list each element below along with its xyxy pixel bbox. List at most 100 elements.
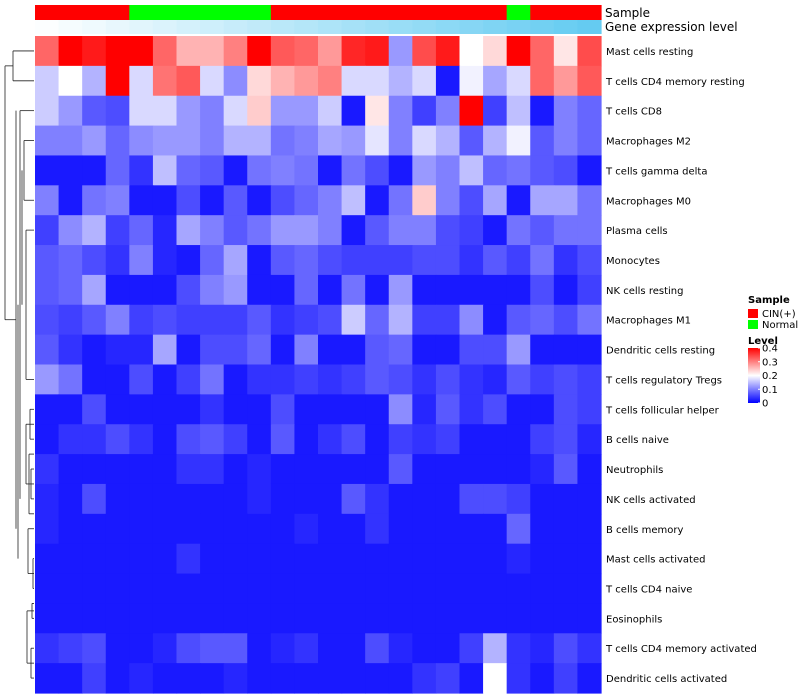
heatmap-cell xyxy=(82,573,107,605)
heatmap-cell xyxy=(483,155,508,186)
heatmap-cell xyxy=(341,543,366,575)
heatmap-cell xyxy=(530,633,555,664)
heatmap-cell xyxy=(318,633,343,664)
heatmap-cell xyxy=(270,573,296,605)
heatmap-cell xyxy=(129,364,154,395)
heatmap-cell xyxy=(318,454,343,485)
expression-annotation-cell xyxy=(459,20,484,34)
heatmap-cell xyxy=(223,245,248,276)
heatmap-cell xyxy=(82,155,107,186)
heatmap-cell xyxy=(152,513,178,545)
heatmap-cell xyxy=(577,65,602,97)
heatmap-cell xyxy=(530,543,555,575)
heatmap-cell xyxy=(483,125,508,157)
heatmap-cell xyxy=(506,185,531,216)
heatmap-cell xyxy=(318,95,343,127)
heatmap-cell xyxy=(270,65,296,97)
heatmap-cell xyxy=(435,65,461,97)
heatmap-cell xyxy=(105,65,130,97)
heatmap-cell xyxy=(129,65,154,97)
heatmap-cell xyxy=(270,483,296,515)
heatmap-cell xyxy=(129,334,154,366)
heatmap-cell xyxy=(58,483,83,515)
heatmap-cell xyxy=(35,663,60,694)
heatmap-cell xyxy=(506,454,531,485)
heatmap-cell xyxy=(459,36,484,67)
heatmap-cell xyxy=(388,364,413,395)
heatmap-cell xyxy=(318,155,343,186)
row-label: Plasma cells xyxy=(606,226,668,237)
heatmap-cell xyxy=(247,663,272,694)
heatmap-cell xyxy=(35,573,60,605)
row-label: T cells CD4 naive xyxy=(605,584,692,595)
heatmap-cell xyxy=(223,573,248,605)
heatmap-cell xyxy=(152,274,178,306)
heatmap-cell xyxy=(530,603,555,634)
heatmap-cell xyxy=(223,663,248,694)
heatmap-cell xyxy=(270,603,296,634)
heatmap-cell xyxy=(294,155,319,186)
heatmap-cell xyxy=(152,304,178,336)
heatmap-cell xyxy=(247,454,272,485)
heatmap-cell xyxy=(553,633,579,664)
row-dendrogram xyxy=(4,50,34,679)
heatmap-cell xyxy=(577,364,602,395)
heatmap-cell xyxy=(35,483,60,515)
heatmap-cell xyxy=(223,513,248,545)
sample-annotation-cell xyxy=(200,5,225,20)
heatmap-cell xyxy=(270,364,296,395)
heatmap-cell xyxy=(200,334,225,366)
heatmap-cell xyxy=(105,95,130,127)
sample-annotation-cell xyxy=(435,5,461,20)
heatmap-cell xyxy=(530,274,555,306)
heatmap-cell xyxy=(35,95,60,127)
heatmap-cell xyxy=(365,95,390,127)
heatmap-cell xyxy=(435,543,461,575)
heatmap-cell xyxy=(58,215,83,246)
heatmap-cell xyxy=(388,543,413,575)
heatmap-cell xyxy=(294,454,319,485)
legend-sample-title: Sample xyxy=(748,295,790,306)
heatmap-cell xyxy=(247,274,272,306)
heatmap-cell xyxy=(294,95,319,127)
heatmap-cell xyxy=(82,185,107,216)
heatmap-cell xyxy=(270,185,296,216)
heatmap-cell xyxy=(365,543,390,575)
heatmap-cell xyxy=(388,603,413,634)
heatmap-cell xyxy=(82,125,107,157)
heatmap-cell xyxy=(506,125,531,157)
heatmap-cell xyxy=(176,215,201,246)
heatmap-cell xyxy=(530,334,555,366)
heatmap-cell xyxy=(412,304,437,336)
sample-annotation-cell xyxy=(388,5,413,20)
heatmap-cell xyxy=(365,573,390,605)
heatmap-cell xyxy=(200,394,225,425)
heatmap-cell xyxy=(58,125,83,157)
heatmap-cell xyxy=(223,65,248,97)
heatmap-cell xyxy=(577,245,602,276)
heatmap-cell xyxy=(200,364,225,395)
heatmap-cell xyxy=(341,245,366,276)
heatmap-cell xyxy=(530,364,555,395)
heatmap-cell xyxy=(483,513,508,545)
heatmap-cell xyxy=(176,95,201,127)
heatmap-cell xyxy=(200,543,225,575)
sample-annotation-cell xyxy=(318,5,343,20)
heatmap-cell xyxy=(58,663,83,694)
heatmap-cell xyxy=(35,513,60,545)
heatmap-cell xyxy=(105,513,130,545)
heatmap-cell xyxy=(294,394,319,425)
heatmap-cell xyxy=(459,304,484,336)
heatmap-cell xyxy=(58,95,83,127)
heatmap-cell xyxy=(483,454,508,485)
sample-annotation-cell xyxy=(530,5,555,20)
heatmap-cell xyxy=(506,543,531,575)
heatmap-cell xyxy=(270,36,296,67)
heatmap-cell xyxy=(553,95,579,127)
expression-annotation-cell xyxy=(341,20,366,34)
heatmap-cell xyxy=(152,334,178,366)
heatmap-cell xyxy=(553,245,579,276)
heatmap-cell xyxy=(341,603,366,634)
heatmap-cell xyxy=(294,573,319,605)
sample-annotation-label: Sample xyxy=(605,6,650,20)
